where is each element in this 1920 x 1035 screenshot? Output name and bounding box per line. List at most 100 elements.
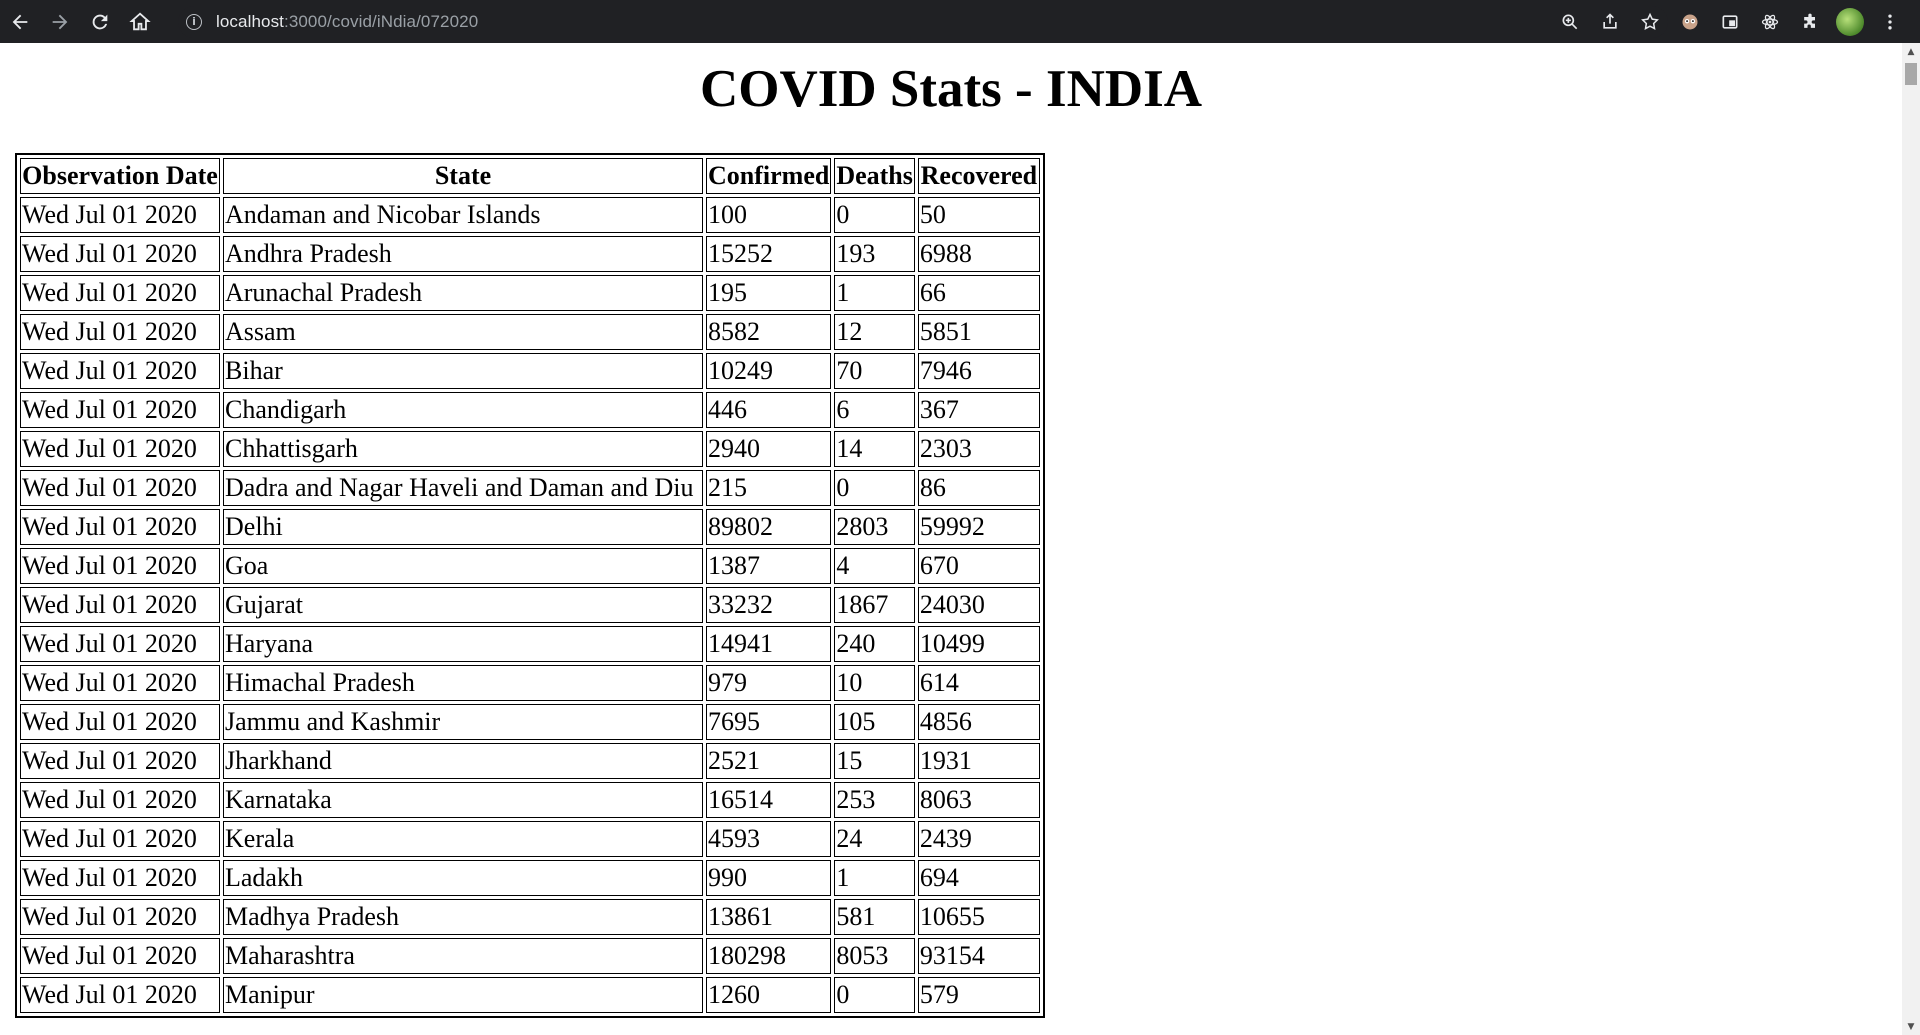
arrow-left-icon <box>12 14 28 29</box>
cell-confirmed: 4593 <box>706 821 832 857</box>
profile-avatar[interactable] <box>1836 7 1864 36</box>
cell-recovered: 10655 <box>917 899 1040 935</box>
cell-observation-date: Wed Jul 01 2020 <box>20 626 220 662</box>
back-button[interactable] <box>0 0 40 43</box>
cell-state: Madhya Pradesh <box>223 899 703 935</box>
extension-button-3[interactable] <box>1750 0 1790 43</box>
cell-confirmed: 14941 <box>706 626 832 662</box>
toolbar-actions <box>1550 0 1910 43</box>
cell-deaths: 15 <box>834 743 915 779</box>
menu-button[interactable] <box>1870 0 1910 43</box>
forward-button[interactable] <box>40 0 80 43</box>
page-title: COVID Stats - INDIA <box>699 60 1203 118</box>
share-icon <box>1603 12 1617 29</box>
vertical-scrollbar[interactable]: ▲ ▼ <box>1902 43 1920 1035</box>
cell-confirmed: 33232 <box>706 587 832 623</box>
cell-deaths: 14 <box>834 431 915 467</box>
home-button[interactable] <box>120 0 160 43</box>
cell-state: Assam <box>223 314 703 350</box>
cell-recovered: 59992 <box>917 509 1040 545</box>
cell-confirmed: 100 <box>706 197 832 233</box>
table-row: Wed Jul 01 2020 Goa 1387 4 670 <box>20 548 1040 584</box>
cell-confirmed: 7695 <box>706 704 832 740</box>
cell-observation-date: Wed Jul 01 2020 <box>20 977 220 1013</box>
cell-observation-date: Wed Jul 01 2020 <box>20 197 220 233</box>
cell-deaths: 193 <box>834 236 915 272</box>
info-icon[interactable]: i <box>186 13 202 30</box>
address-url[interactable]: localhost:3000/covid/iNdia/072020 <box>216 11 479 31</box>
cell-deaths: 240 <box>834 626 915 662</box>
cell-confirmed: 990 <box>706 860 832 896</box>
browser-toolbar: i localhost:3000/covid/iNdia/072020 <box>0 0 1920 43</box>
cell-recovered: 2439 <box>917 821 1040 857</box>
extensions-button[interactable] <box>1790 0 1830 43</box>
cell-state: Gujarat <box>223 587 703 623</box>
home-icon <box>129 12 151 30</box>
cell-recovered: 8063 <box>917 782 1040 818</box>
share-button[interactable] <box>1590 0 1630 43</box>
cell-state: Jammu and Kashmir <box>223 704 703 740</box>
cell-confirmed: 16514 <box>706 782 832 818</box>
table-row: Wed Jul 01 2020 Bihar 10249 70 7946 <box>20 353 1040 389</box>
cell-recovered: 93154 <box>917 938 1040 974</box>
cell-recovered: 694 <box>917 860 1040 896</box>
header-recovered: Recovered <box>917 158 1040 194</box>
scrollbar-thumb[interactable] <box>1905 63 1917 85</box>
cell-observation-date: Wed Jul 01 2020 <box>20 392 220 428</box>
cell-recovered: 86 <box>917 470 1040 506</box>
zoom-button[interactable] <box>1550 0 1590 43</box>
bookmark-button[interactable] <box>1630 0 1670 43</box>
table-row: Wed Jul 01 2020 Ladakh 990 1 694 <box>20 860 1040 896</box>
cell-recovered: 66 <box>917 275 1040 311</box>
table-row: Wed Jul 01 2020 Assam 8582 12 5851 <box>20 314 1040 350</box>
cell-observation-date: Wed Jul 01 2020 <box>20 782 220 818</box>
table-row: Wed Jul 01 2020 Delhi 89802 2803 59992 <box>20 509 1040 545</box>
cell-confirmed: 1387 <box>706 548 832 584</box>
cell-recovered: 4856 <box>917 704 1040 740</box>
cell-recovered: 2303 <box>917 431 1040 467</box>
cell-recovered: 670 <box>917 548 1040 584</box>
cell-recovered: 579 <box>917 977 1040 1013</box>
table-row: Wed Jul 01 2020 Haryana 14941 240 10499 <box>20 626 1040 662</box>
cell-state: Goa <box>223 548 703 584</box>
table-row: Wed Jul 01 2020 Jharkhand 2521 15 1931 <box>20 743 1040 779</box>
cell-deaths: 6 <box>834 392 915 428</box>
extension-button-1[interactable] <box>1670 0 1710 43</box>
cell-state: Chandigarh <box>223 392 703 428</box>
extension-button-2[interactable] <box>1710 0 1750 43</box>
arrow-right-icon <box>52 14 68 29</box>
star-icon <box>1641 12 1659 30</box>
cell-observation-date: Wed Jul 01 2020 <box>20 236 220 272</box>
table-body: Wed Jul 01 2020 Andaman and Nicobar Islan… <box>20 197 1040 1013</box>
header-observation-date: Observation Date <box>20 158 220 194</box>
cell-observation-date: Wed Jul 01 2020 <box>20 704 220 740</box>
cell-recovered: 24030 <box>917 587 1040 623</box>
cell-state: Kerala <box>223 821 703 857</box>
cell-observation-date: Wed Jul 01 2020 <box>20 431 220 467</box>
puzzle-icon <box>1804 13 1815 28</box>
covid-stats-table: Observation Date State Confirmed Deaths … <box>15 153 1045 1018</box>
table-row: Wed Jul 01 2020 Arunachal Pradesh 195 1 66 <box>20 275 1040 311</box>
cell-state: Manipur <box>223 977 703 1013</box>
table-row: Wed Jul 01 2020 Gujarat 33232 1867 24030 <box>20 587 1040 623</box>
table-row: Wed Jul 01 2020 Chhattisgarh 2940 14 2303 <box>20 431 1040 467</box>
cell-confirmed: 89802 <box>706 509 832 545</box>
table-row: Wed Jul 01 2020 Manipur 1260 0 579 <box>20 977 1040 1013</box>
address-bar[interactable]: i localhost:3000/covid/iNdia/072020 <box>178 5 1668 38</box>
cell-deaths: 70 <box>834 353 915 389</box>
cell-confirmed: 10249 <box>706 353 832 389</box>
cell-recovered: 50 <box>917 197 1040 233</box>
cell-state: Haryana <box>223 626 703 662</box>
cell-state: Jharkhand <box>223 743 703 779</box>
cell-observation-date: Wed Jul 01 2020 <box>20 275 220 311</box>
cell-recovered: 1931 <box>917 743 1040 779</box>
table-row: Wed Jul 01 2020 Andhra Pradesh 15252 193 698… <box>20 236 1040 272</box>
reload-button[interactable] <box>80 0 120 43</box>
cell-state: Himachal Pradesh <box>223 665 703 701</box>
scroll-up-arrow-icon[interactable]: ▲ <box>1907 46 1915 57</box>
scroll-down-arrow-icon[interactable]: ▼ <box>1907 1021 1915 1032</box>
cell-deaths: 10 <box>834 665 915 701</box>
cell-deaths: 105 <box>834 704 915 740</box>
cell-confirmed: 2521 <box>706 743 832 779</box>
header-confirmed: Confirmed <box>706 158 832 194</box>
